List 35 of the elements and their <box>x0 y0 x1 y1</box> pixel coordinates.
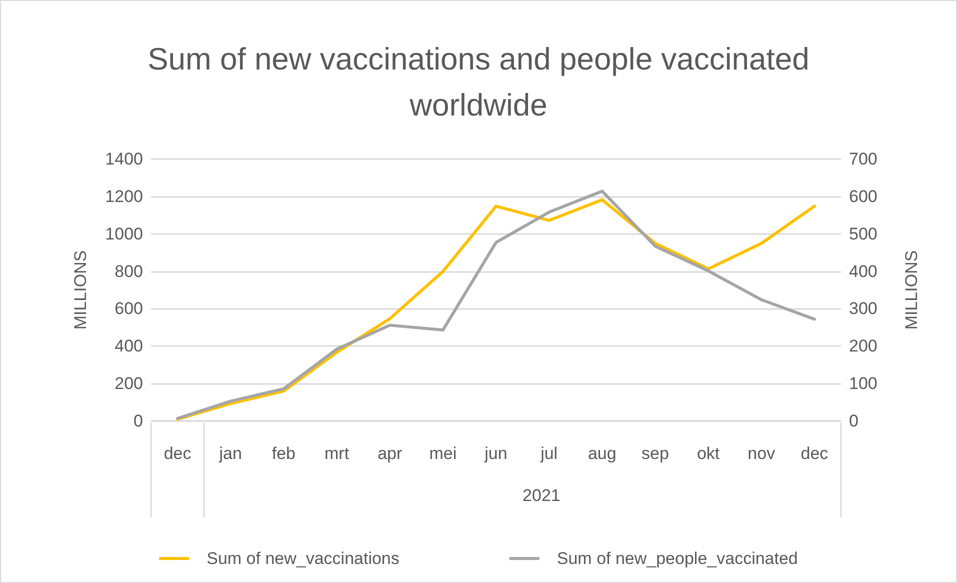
legend-label: Sum of new_people_vaccinated <box>556 549 798 568</box>
x-tick-label: mrt <box>324 444 350 463</box>
x-tick-label: jan <box>218 444 242 463</box>
x-tick-label: apr <box>378 444 402 463</box>
x-tick-label: sep <box>642 444 669 463</box>
text: 2021 <box>522 486 560 505</box>
x-tick-label: feb <box>272 444 296 463</box>
y2-tick-label: 200 <box>849 336 878 356</box>
y-tick-label: 1000 <box>105 224 143 244</box>
y2-tick-label: 100 <box>849 374 878 394</box>
y-tick-label: 1200 <box>105 186 143 206</box>
y-tick-label: 400 <box>114 336 143 356</box>
y-tick-label: 0 <box>134 412 143 430</box>
legend-label: Sum of new_vaccinations <box>206 549 400 568</box>
x-tick-label: jul <box>540 444 558 463</box>
y2-axis-title: MILLIONS <box>902 250 921 330</box>
x-tick-label: aug <box>588 444 616 463</box>
y2-tick-label: 400 <box>849 262 878 281</box>
y-tick-label: 200 <box>114 374 143 394</box>
y2-tick-label: 300 <box>849 299 878 318</box>
y2-tick-label: 500 <box>849 224 878 244</box>
y-axis-title: MILLIONS <box>71 250 90 330</box>
x-tick-label: okt <box>696 444 720 463</box>
x-tick-label: dec <box>164 444 192 463</box>
y-tick-label: 600 <box>114 299 143 318</box>
chart-title: Sum of new vaccinations and people vaccinated worldwide <box>148 42 810 122</box>
y-tick-label: 1400 <box>105 150 143 168</box>
y2-tick-label: 0 <box>849 412 858 430</box>
y2-tick-label: 700 <box>849 150 878 168</box>
x-tick-label: dec <box>800 444 829 463</box>
x-tick-label: nov <box>748 444 776 463</box>
y-tick-label: 800 <box>114 262 143 281</box>
y2-tick-label: 600 <box>849 186 878 206</box>
x-tick-label: jun <box>484 444 508 463</box>
x-tick-label: mei <box>429 444 457 463</box>
